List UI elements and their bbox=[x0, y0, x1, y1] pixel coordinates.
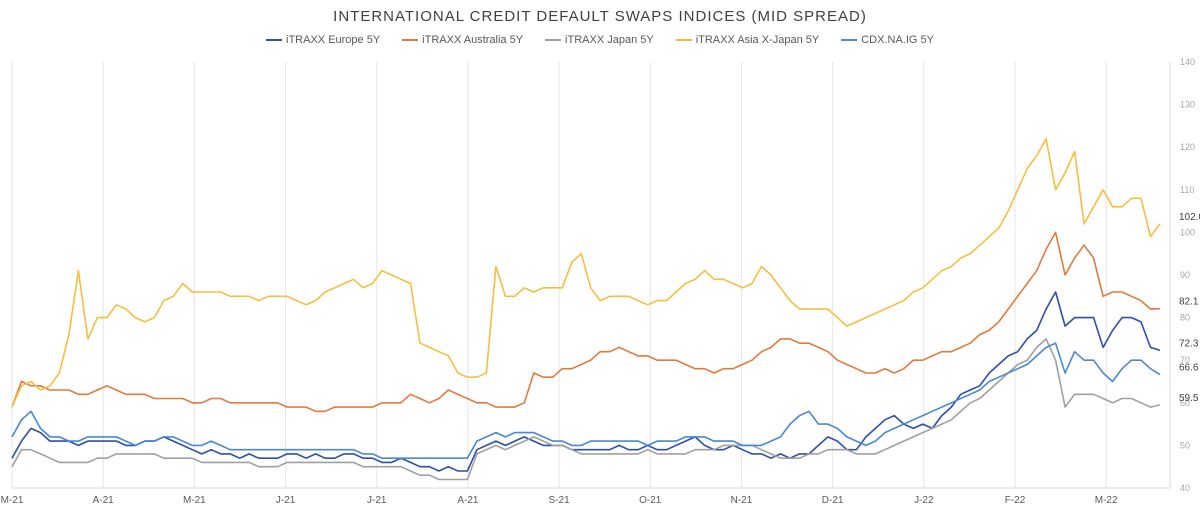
x-tick-label: A-21 bbox=[93, 495, 115, 506]
series-end-label: 72.3 bbox=[1179, 338, 1199, 349]
y-tick-label: 80 bbox=[1180, 313, 1190, 323]
y-axis-ticks: 40 50 60 70 80 90 100 110 120 130 140 bbox=[1180, 57, 1195, 493]
legend-swatch bbox=[841, 39, 858, 41]
grid-lines bbox=[11, 62, 1171, 489]
legend-swatch bbox=[675, 39, 692, 41]
series-line bbox=[11, 137, 1161, 408]
x-tick-label: M-21 bbox=[183, 495, 206, 506]
x-tick-label: D-21 bbox=[822, 495, 844, 506]
legend-item: CDX.NA.IG 5Y bbox=[841, 34, 934, 46]
series-line bbox=[11, 342, 1161, 460]
series-end-labels: 72.3 82.1 59.5 102.0 66.6 bbox=[1179, 212, 1200, 404]
series-line bbox=[11, 231, 1161, 413]
legend-item: iTRAXX Asia X-Japan 5Y bbox=[675, 34, 820, 46]
series-line bbox=[11, 338, 1161, 481]
legend-label: CDX.NA.IG 5Y bbox=[861, 34, 934, 46]
y-tick-label: 140 bbox=[1180, 57, 1195, 67]
legend-item: iTRAXX Australia 5Y bbox=[402, 34, 523, 46]
y-tick-label: 40 bbox=[1180, 483, 1190, 493]
x-tick-label: J-22 bbox=[914, 495, 934, 506]
chart-legend: iTRAXX Europe 5Y iTRAXX Australia 5Y iTRAX… bbox=[0, 34, 1200, 46]
y-tick-label: 60 bbox=[1180, 398, 1190, 408]
legend-item: iTRAXX Japan 5Y bbox=[545, 34, 654, 46]
x-tick-label: M-21 bbox=[1, 495, 24, 506]
legend-swatch bbox=[402, 39, 419, 41]
y-tick-label: 50 bbox=[1180, 440, 1190, 450]
x-axis-ticks: M-21 A-21 M-21 J-21 J-21 A-21 S-21 O-21 N-21 D-21… bbox=[1, 495, 1118, 506]
series-line bbox=[11, 291, 1161, 472]
series-end-label: 82.1 bbox=[1179, 297, 1199, 308]
series-end-label: 102.0 bbox=[1179, 212, 1200, 223]
series-end-label: 66.6 bbox=[1179, 363, 1199, 374]
x-tick-label: F-22 bbox=[1005, 495, 1026, 506]
x-tick-label: J-21 bbox=[276, 495, 296, 506]
legend-item: iTRAXX Europe 5Y bbox=[266, 34, 380, 46]
x-tick-label: N-21 bbox=[731, 495, 753, 506]
x-tick-label: S-21 bbox=[549, 495, 571, 506]
y-tick-label: 90 bbox=[1180, 270, 1190, 280]
y-tick-label: 130 bbox=[1180, 100, 1195, 110]
y-tick-label: 70 bbox=[1180, 355, 1190, 365]
x-tick-label: A-21 bbox=[457, 495, 479, 506]
x-tick-label: O-21 bbox=[639, 495, 662, 506]
legend-label: iTRAXX Japan 5Y bbox=[565, 34, 654, 46]
legend-label: iTRAXX Europe 5Y bbox=[286, 34, 381, 46]
legend-swatch bbox=[545, 39, 562, 41]
x-tick-label: J-21 bbox=[367, 495, 387, 506]
y-tick-label: 120 bbox=[1180, 142, 1195, 152]
chart-title: INTERNATIONAL CREDIT DEFAULT SWAPS INDIC… bbox=[333, 8, 867, 25]
series-end-label: 59.5 bbox=[1179, 393, 1199, 404]
x-tick-label: M-22 bbox=[1095, 495, 1118, 506]
series-lines bbox=[11, 137, 1161, 481]
legend-label: iTRAXX Australia 5Y bbox=[422, 34, 524, 46]
legend-swatch bbox=[266, 39, 283, 41]
y-tick-label: 110 bbox=[1180, 185, 1194, 195]
y-tick-label: 100 bbox=[1180, 227, 1195, 237]
legend-label: iTRAXX Asia X-Japan 5Y bbox=[695, 34, 820, 46]
